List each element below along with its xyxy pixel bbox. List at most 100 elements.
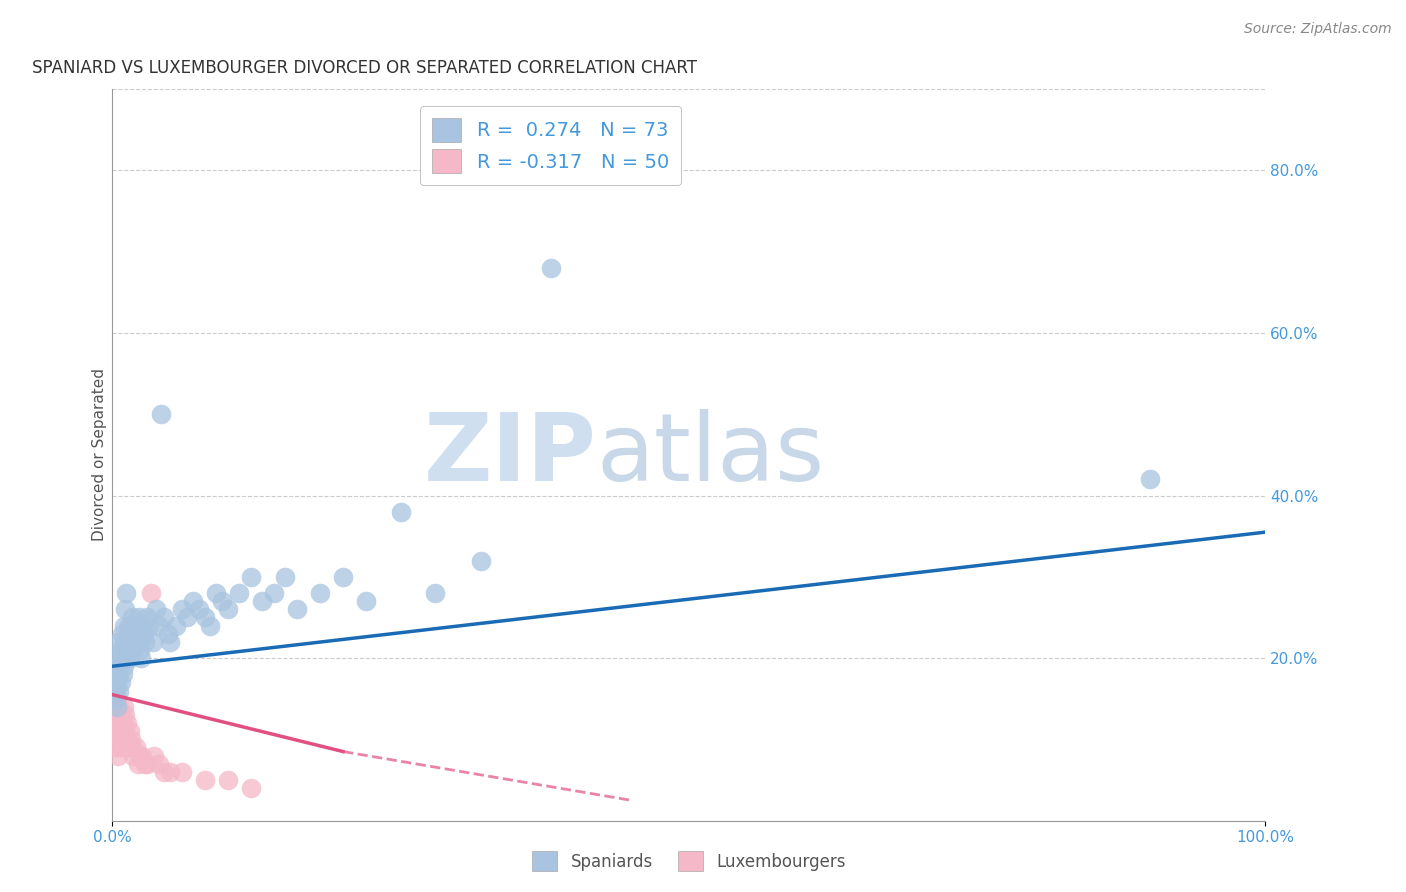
Point	[252, 594, 274, 608]
Point	[309, 586, 332, 600]
Point	[136, 610, 159, 624]
Point	[176, 610, 198, 624]
Point	[111, 651, 134, 665]
Point	[217, 602, 239, 616]
Point	[131, 748, 153, 763]
Point	[121, 610, 143, 624]
Point	[103, 699, 125, 714]
Point	[187, 602, 211, 616]
Point	[145, 602, 167, 616]
Point	[134, 635, 156, 649]
Point	[110, 643, 132, 657]
Point	[108, 683, 131, 698]
Point	[470, 553, 492, 567]
Point	[153, 764, 176, 779]
Point	[117, 618, 139, 632]
Point	[540, 260, 562, 275]
Point	[200, 618, 222, 632]
Point	[115, 635, 138, 649]
Point	[170, 764, 193, 779]
Point	[112, 724, 135, 739]
Point	[129, 748, 152, 763]
Point	[104, 724, 127, 739]
Point	[117, 716, 139, 731]
Point	[111, 667, 134, 681]
Point	[217, 772, 239, 787]
Point	[127, 756, 149, 771]
Point	[170, 602, 193, 616]
Text: SPANIARD VS LUXEMBOURGER DIVORCED OR SEPARATED CORRELATION CHART: SPANIARD VS LUXEMBOURGER DIVORCED OR SEP…	[32, 59, 697, 77]
Point	[156, 626, 179, 640]
Point	[107, 748, 129, 763]
Point	[124, 740, 146, 755]
Point	[114, 651, 136, 665]
Point	[148, 618, 170, 632]
Point	[104, 667, 127, 681]
Point	[1139, 472, 1161, 486]
Point	[110, 675, 132, 690]
Point	[104, 716, 127, 731]
Point	[205, 586, 228, 600]
Point	[112, 618, 135, 632]
Y-axis label: Divorced or Separated: Divorced or Separated	[91, 368, 107, 541]
Legend: Spaniards, Luxembourgers: Spaniards, Luxembourgers	[526, 845, 852, 878]
Point	[118, 626, 141, 640]
Point	[108, 659, 131, 673]
Point	[110, 740, 132, 755]
Point	[108, 716, 131, 731]
Point	[129, 651, 153, 665]
Point	[120, 635, 142, 649]
Point	[115, 732, 138, 747]
Point	[112, 635, 135, 649]
Point	[121, 740, 143, 755]
Point	[134, 756, 156, 771]
Point	[105, 691, 128, 706]
Text: atlas: atlas	[596, 409, 825, 501]
Point	[107, 732, 129, 747]
Point	[120, 732, 142, 747]
Point	[104, 691, 127, 706]
Point	[127, 635, 149, 649]
Point	[111, 708, 134, 723]
Point	[181, 594, 204, 608]
Point	[122, 643, 145, 657]
Point	[124, 618, 146, 632]
Point	[103, 732, 125, 747]
Point	[114, 602, 136, 616]
Point	[139, 586, 162, 600]
Point	[107, 651, 129, 665]
Point	[124, 626, 146, 640]
Point	[129, 643, 152, 657]
Point	[142, 635, 165, 649]
Point	[149, 407, 172, 421]
Point	[285, 602, 308, 616]
Point	[111, 643, 134, 657]
Point	[389, 505, 412, 519]
Point	[103, 716, 125, 731]
Point	[104, 740, 127, 755]
Point	[112, 659, 135, 673]
Point	[104, 683, 127, 698]
Point	[104, 691, 127, 706]
Point	[105, 724, 128, 739]
Point	[112, 699, 135, 714]
Point	[104, 708, 127, 723]
Point	[112, 740, 135, 755]
Point	[110, 724, 132, 739]
Point	[107, 667, 129, 681]
Point	[263, 586, 285, 600]
Point	[107, 708, 129, 723]
Point	[117, 643, 139, 657]
Point	[118, 651, 141, 665]
Point	[117, 740, 139, 755]
Point	[194, 610, 217, 624]
Point	[354, 594, 377, 608]
Point	[239, 781, 262, 796]
Point	[115, 586, 138, 600]
Point	[165, 618, 187, 632]
Point	[111, 716, 134, 731]
Point	[332, 570, 354, 584]
Point	[228, 586, 250, 600]
Point	[107, 635, 129, 649]
Point	[425, 586, 447, 600]
